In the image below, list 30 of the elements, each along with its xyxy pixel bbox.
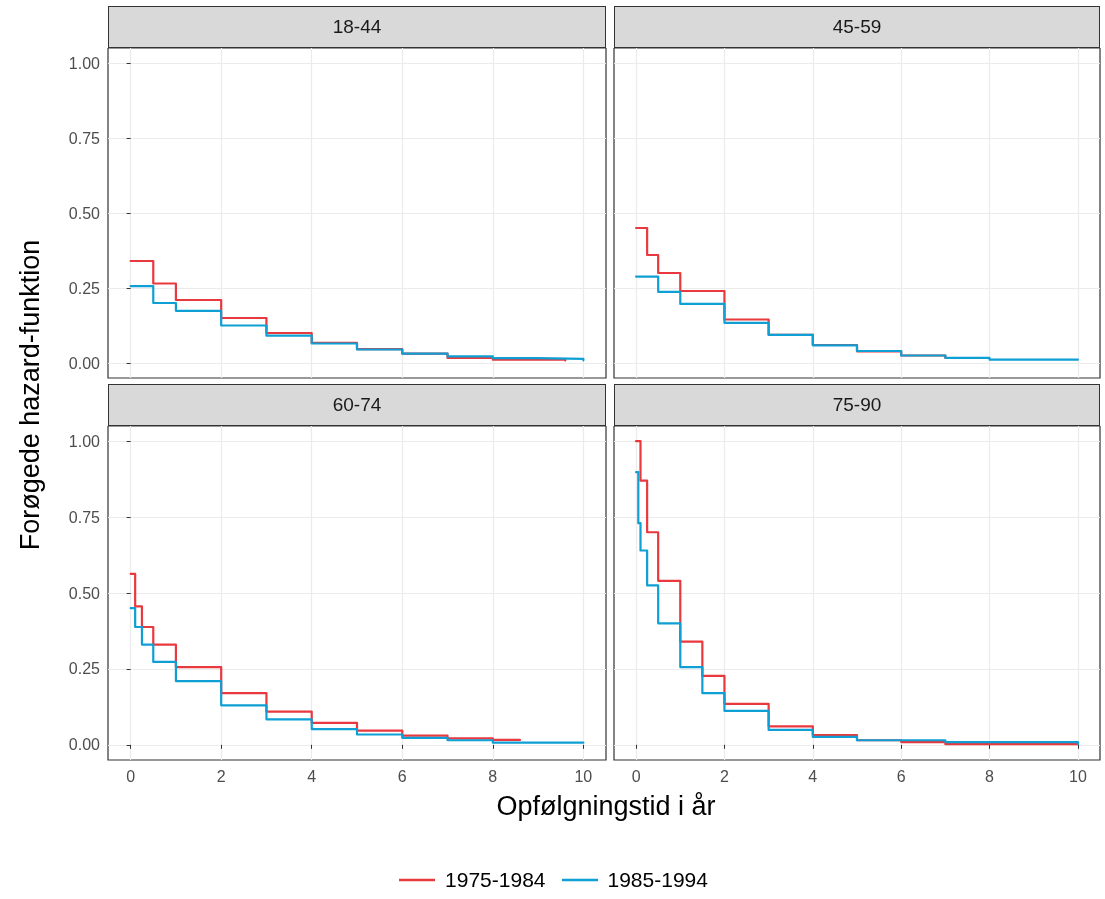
x-tick-label: 8 <box>488 767 498 785</box>
y-tick-label: 0.25 <box>68 660 101 678</box>
y-tick-label: 0.25 <box>68 279 101 297</box>
y-tick-label: 0.75 <box>68 508 101 526</box>
x-tick-label: 6 <box>896 767 906 785</box>
y-tick-label: 1.00 <box>68 432 101 450</box>
chart-title: 75-90 <box>832 394 882 416</box>
chart-title: 60-74 <box>332 394 382 416</box>
y-tick-label: 0.50 <box>68 584 101 602</box>
y-tick-label: 0.50 <box>68 204 101 222</box>
x-tick-label: 8 <box>985 767 995 785</box>
x-tick-label: 2 <box>216 767 226 785</box>
x-tick-label: 10 <box>574 767 593 785</box>
y-tick-label: 1.00 <box>68 54 101 72</box>
y-axis-title: Forøgede hazard-funktion <box>14 239 46 551</box>
y-tick-label: 0.75 <box>68 129 101 147</box>
x-tick-label: 0 <box>631 767 641 785</box>
chart-title: 45-59 <box>832 16 882 38</box>
chart-title: 18-44 <box>332 16 382 38</box>
y-tick-label: 0.00 <box>68 736 101 754</box>
y-tick-label: 0.00 <box>68 354 101 372</box>
x-tick-label: 0 <box>126 767 136 785</box>
x-tick-label: 6 <box>397 767 407 785</box>
x-tick-label: 4 <box>808 767 818 785</box>
x-tick-label: 2 <box>720 767 729 785</box>
legend-label: 1985-1994 <box>607 868 708 892</box>
x-tick-label: 4 <box>307 767 317 785</box>
x-axis-title: Opfølgningstid i år <box>496 790 716 822</box>
legend-label: 1975-1984 <box>445 868 546 892</box>
x-tick-label: 10 <box>1069 767 1087 785</box>
